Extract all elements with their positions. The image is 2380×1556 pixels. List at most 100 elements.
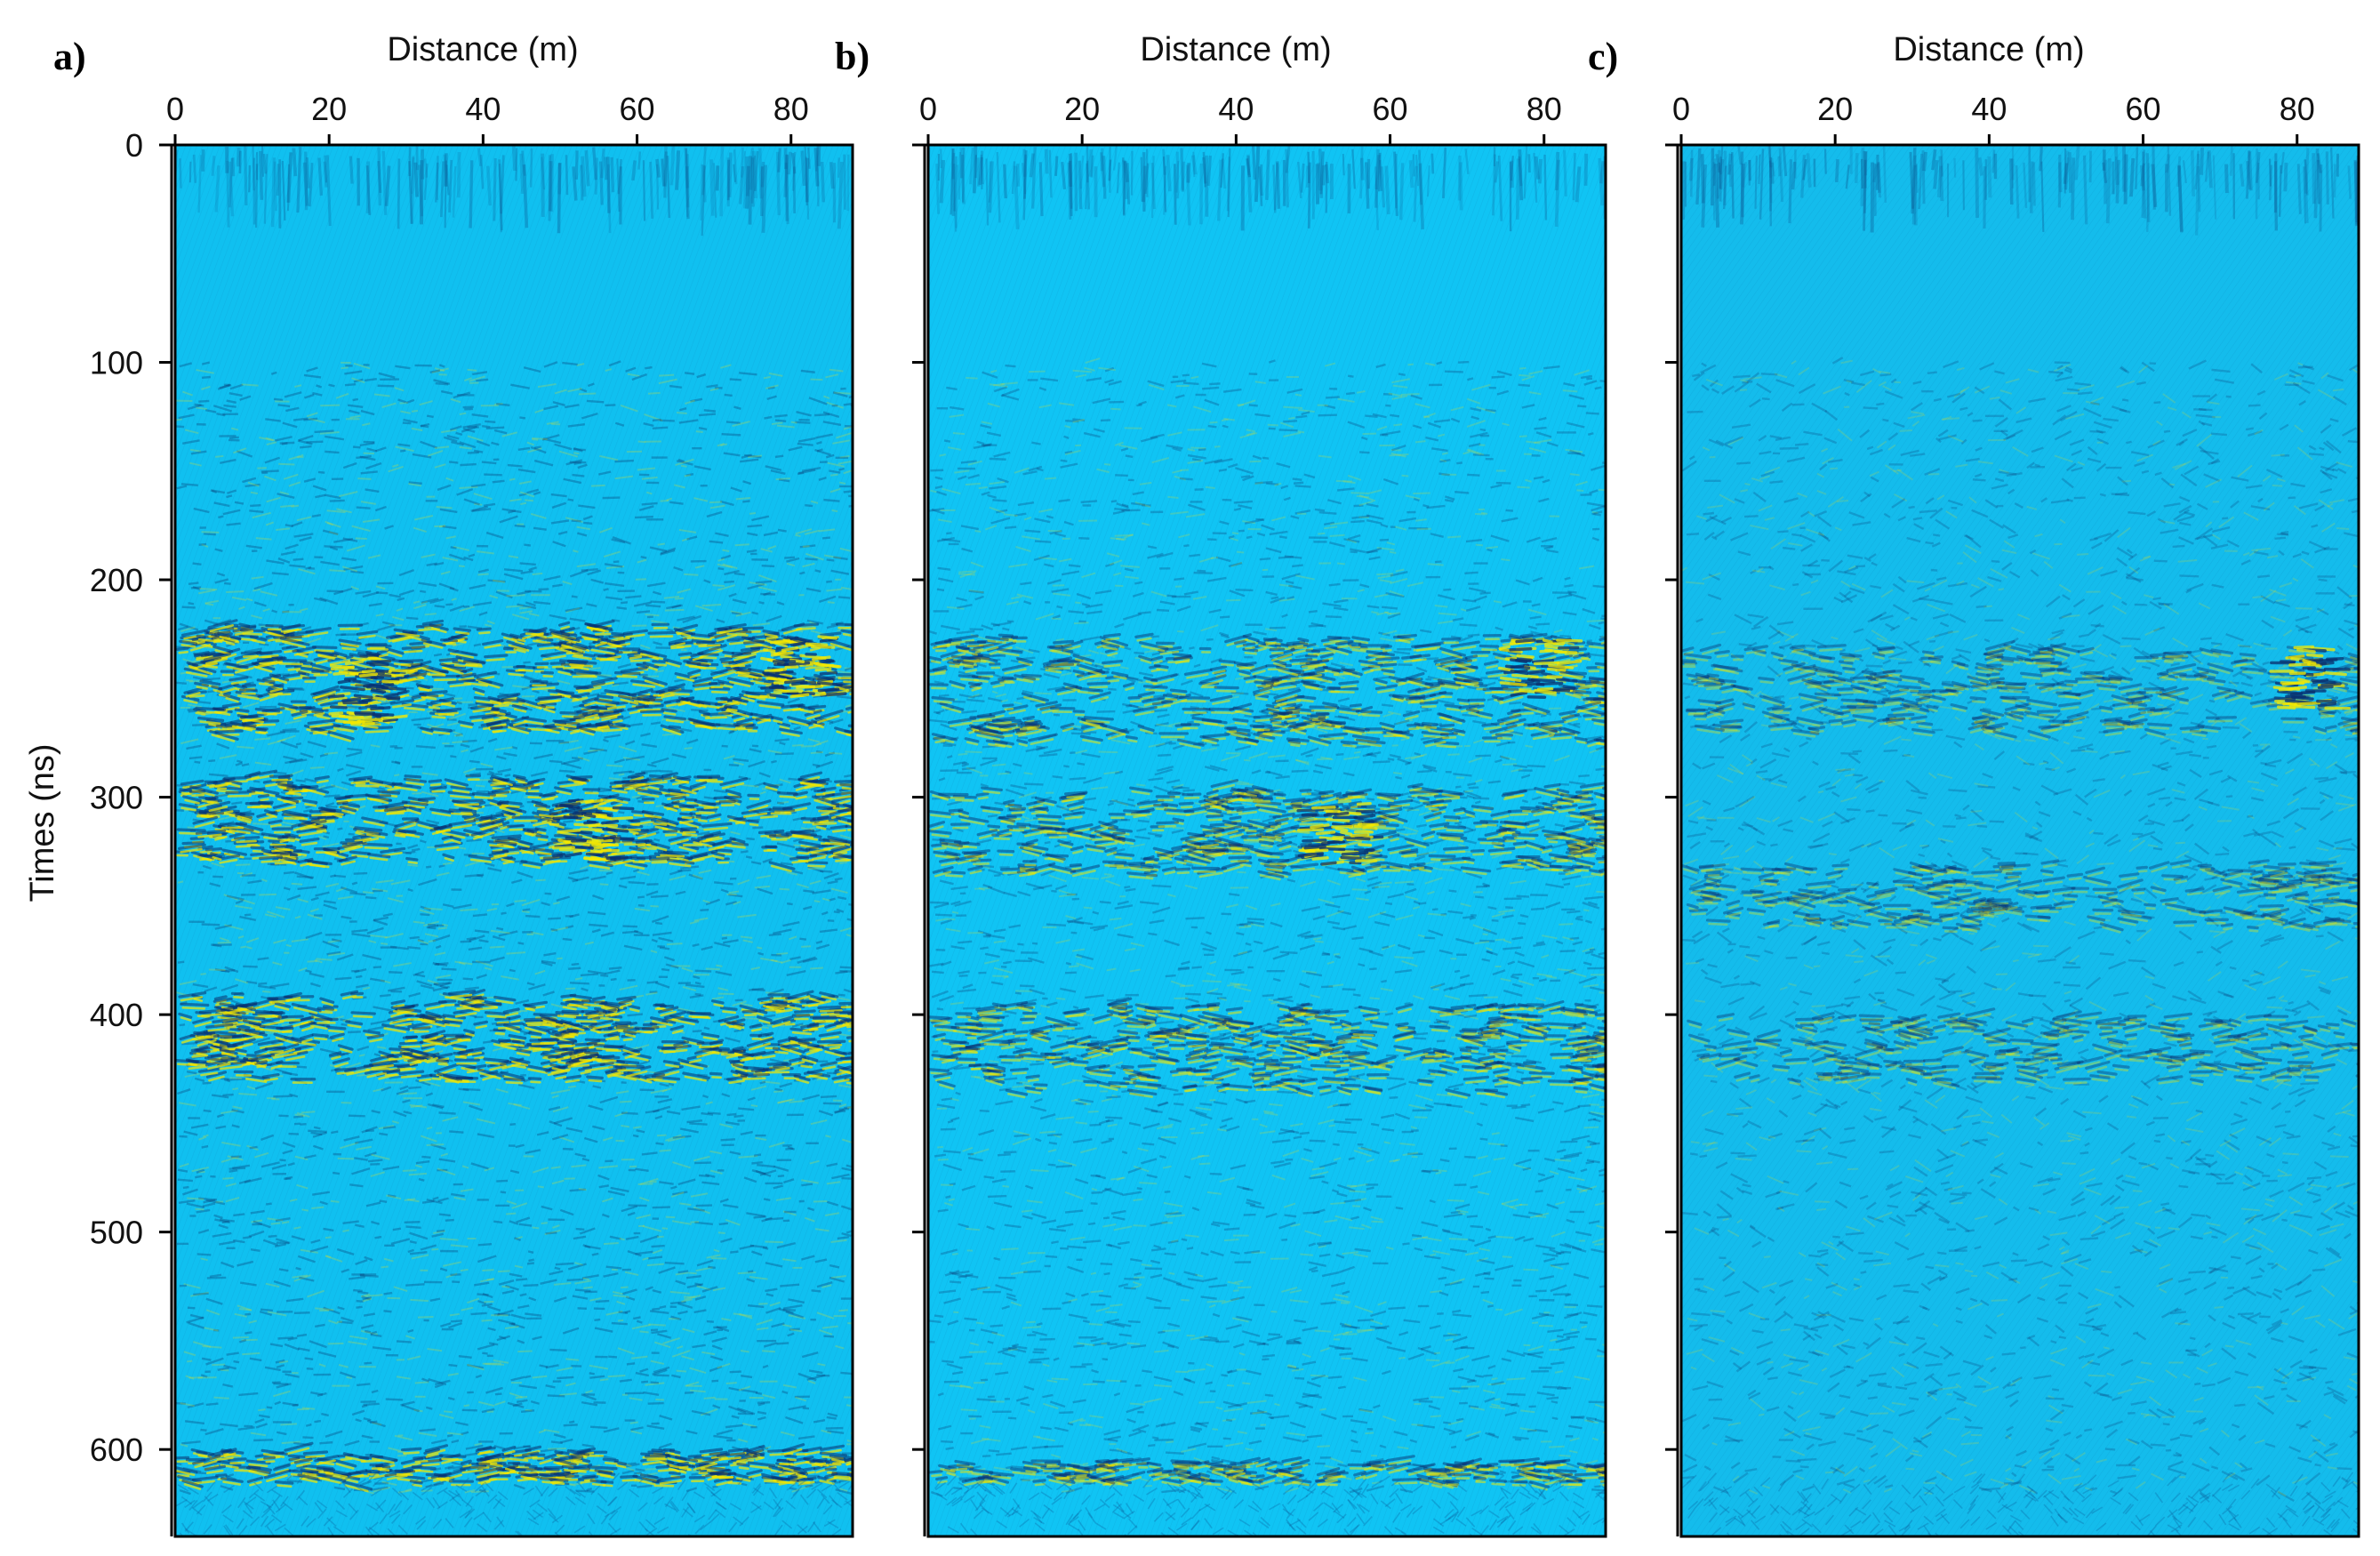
speckle-mark [424, 1080, 441, 1087]
speckle-mark [530, 1400, 540, 1405]
speckle-mark [403, 1110, 413, 1115]
speckle-mark [477, 573, 489, 576]
speckle-mark [319, 1440, 333, 1445]
speckle-mark [576, 532, 588, 537]
speckle-mark [533, 445, 541, 450]
speckle-mark [188, 602, 195, 606]
speckle-mark [184, 429, 199, 435]
direct-wave-stripe [179, 158, 182, 188]
speckle-mark [485, 426, 505, 429]
speckle-mark [284, 1373, 300, 1378]
speckle-mark [810, 1119, 828, 1126]
speckle-mark [565, 606, 583, 613]
reflection-bright [244, 726, 256, 731]
speckle-mark [689, 1389, 706, 1393]
direct-wave-stripe [669, 145, 676, 186]
speckle-mark [179, 1135, 188, 1138]
speckle-mark [733, 1312, 752, 1318]
speckle-mark [411, 647, 422, 651]
speckle-mark [740, 1130, 753, 1136]
speckle-mark [467, 368, 477, 372]
speckle-mark [417, 939, 429, 945]
speckle-mark [814, 448, 831, 456]
speckle-mark [421, 1155, 431, 1159]
speckle-mark [233, 672, 252, 679]
reflection-bright [403, 706, 426, 711]
speckle-mark [407, 844, 419, 850]
speckle-mark [653, 590, 662, 596]
speckle-mark [381, 402, 397, 408]
speckle-mark [349, 409, 360, 415]
speckle-mark [339, 1371, 357, 1379]
speckle-mark [421, 1489, 433, 1493]
speckle-mark [244, 1177, 262, 1183]
speckle-mark [641, 1380, 649, 1384]
speckle-mark [523, 366, 541, 373]
direct-wave-stripe [197, 155, 203, 213]
speckle-mark [818, 476, 827, 481]
speckle-mark [350, 585, 360, 590]
speckle-mark [711, 1257, 727, 1260]
speckle-mark [276, 1238, 291, 1245]
speckle-mark [363, 1402, 380, 1407]
direct-wave-stripe [262, 153, 267, 174]
speckle-mark [751, 611, 758, 615]
speckle-mark [504, 1326, 519, 1329]
speckle-mark [398, 1092, 418, 1095]
speckle-mark [352, 397, 359, 402]
speckle-mark [581, 987, 589, 992]
speckle-mark [645, 991, 658, 996]
speckle-mark [765, 614, 782, 623]
speckle-mark [801, 1179, 819, 1184]
speckle-mark [434, 962, 449, 966]
speckle-mark [602, 1213, 610, 1218]
speckle-mark [679, 407, 687, 412]
speckle-mark [313, 597, 327, 603]
speckle-mark [839, 455, 850, 459]
speckle-mark [490, 956, 505, 962]
speckle-mark [211, 862, 225, 869]
speckle-mark [354, 968, 367, 974]
speckle-mark [563, 477, 582, 485]
reflection-bright [765, 678, 788, 681]
speckle-mark [383, 1257, 394, 1263]
speckle-mark [192, 723, 212, 726]
speckle-mark [486, 907, 498, 912]
speckle-mark [660, 547, 677, 555]
direct-wave-stripe [273, 161, 277, 212]
speckle-mark [768, 372, 783, 377]
speckle-mark [822, 411, 840, 419]
speckle-mark [757, 887, 773, 895]
speckle-mark [643, 422, 654, 428]
speckle-mark [740, 935, 753, 939]
speckle-mark [355, 1223, 365, 1228]
speckle-mark [712, 1485, 718, 1488]
speckle-mark [642, 1256, 649, 1261]
speckle-mark [791, 1485, 810, 1493]
speckle-mark [259, 642, 269, 646]
speckle-mark [803, 889, 814, 894]
speckle-mark [474, 502, 483, 506]
speckle-mark [764, 415, 773, 420]
speckle-mark [599, 454, 619, 461]
speckle-mark [569, 569, 589, 578]
speckle-mark [441, 923, 448, 926]
speckle-mark [276, 1431, 287, 1436]
speckle-mark [765, 1446, 772, 1449]
direct-wave-stripe [549, 154, 554, 213]
speckle-mark [370, 1019, 389, 1025]
speckle-mark [777, 1098, 795, 1104]
speckle-mark [544, 1229, 561, 1236]
speckle-mark [675, 890, 686, 895]
speckle-mark [293, 1274, 311, 1282]
direct-wave-stripe [445, 164, 450, 196]
speckle-mark [542, 437, 562, 445]
speckle-mark [707, 1111, 721, 1115]
speckle-mark [193, 1292, 209, 1296]
speckle-mark [580, 973, 599, 977]
speckle-mark [741, 1016, 760, 1021]
speckle-mark [363, 1417, 372, 1422]
speckle-mark [703, 1396, 716, 1400]
reflection-dark [281, 645, 299, 650]
speckle-mark [835, 1344, 845, 1350]
